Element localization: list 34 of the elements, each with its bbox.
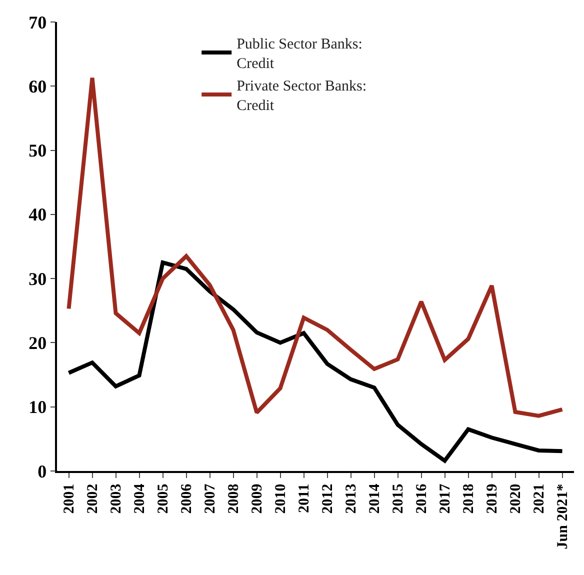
x-tick-label: 2010 bbox=[273, 484, 290, 514]
x-tick-label: 2002 bbox=[85, 484, 102, 514]
x-tick-label: 2017 bbox=[438, 483, 454, 514]
x-tick-label: 2007 bbox=[202, 483, 219, 514]
y-tick-label: 10 bbox=[28, 397, 47, 418]
y-tick-label: 50 bbox=[28, 140, 47, 161]
y-tick-label: 0 bbox=[38, 461, 47, 482]
y-tick-label: 40 bbox=[28, 204, 47, 225]
x-tick-label: 2015 bbox=[390, 484, 407, 514]
x-tick-label: 2019 bbox=[484, 484, 501, 514]
x-tick-label: 2016 bbox=[414, 483, 430, 514]
x-tick-label: 2005 bbox=[156, 484, 172, 514]
x-tick-label: 2003 bbox=[108, 484, 125, 514]
y-tick-label: 30 bbox=[28, 268, 47, 289]
legend-label: Public Sector Banks: Credit bbox=[236, 36, 362, 72]
y-tick-label: 70 bbox=[28, 12, 47, 32]
x-tick-label: 2011 bbox=[296, 484, 313, 513]
x-tick-label: 2001 bbox=[62, 484, 78, 514]
x-tick-label: 2006 bbox=[179, 483, 196, 514]
x-tick-label: 2014 bbox=[367, 483, 384, 514]
x-tick-label: 2021 bbox=[532, 484, 548, 514]
x-tick-label: 2008 bbox=[226, 484, 242, 514]
x-tick-label: 2004 bbox=[132, 483, 148, 514]
x-tick-label: 2009 bbox=[250, 484, 266, 514]
y-tick-label: 20 bbox=[28, 333, 47, 354]
y-tick-label: 60 bbox=[28, 76, 47, 96]
x-tick-label: 2018 bbox=[461, 484, 478, 514]
x-tick-label: 2012 bbox=[320, 484, 336, 514]
line-series bbox=[66, 260, 564, 463]
x-tick-label: 2020 bbox=[508, 484, 524, 514]
x-tick-label: 2013 bbox=[344, 484, 360, 514]
x-tick-label: Jun 2021* bbox=[555, 484, 572, 550]
legend-label: Private Sector Banks: Credit bbox=[236, 78, 367, 114]
line-series bbox=[66, 76, 564, 418]
